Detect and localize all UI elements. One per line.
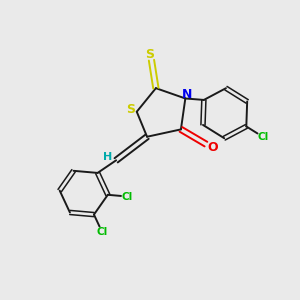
Text: S: S <box>146 48 154 62</box>
Text: N: N <box>182 88 192 101</box>
Text: S: S <box>126 103 135 116</box>
Text: O: O <box>207 141 218 154</box>
Text: Cl: Cl <box>122 191 133 202</box>
Text: Cl: Cl <box>97 227 108 238</box>
Text: Cl: Cl <box>257 132 269 142</box>
Text: H: H <box>103 152 112 162</box>
